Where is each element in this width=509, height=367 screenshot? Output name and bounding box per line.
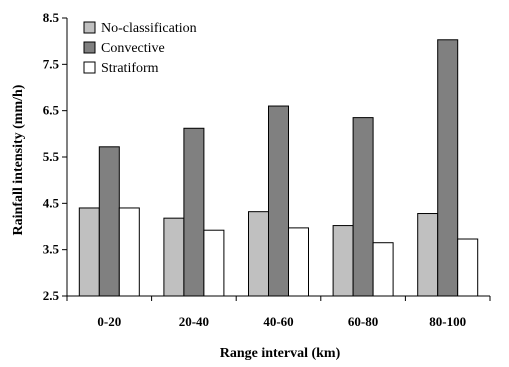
legend-swatch	[83, 61, 96, 74]
x-tick-label: 40-60	[263, 314, 293, 329]
bar-stratiform-20-40	[203, 229, 225, 297]
y-tick-label: 4.5	[43, 195, 60, 210]
y-tick-label: 7.5	[43, 56, 60, 71]
y-tick-label: 8.5	[43, 10, 60, 25]
legend-label: No-classification	[101, 21, 197, 36]
bar-no-classification-80-100	[417, 213, 439, 297]
bar-convective-20-40	[183, 127, 205, 297]
y-axis-title: Rainfall intensity (mm/h)	[11, 84, 26, 235]
bar-convective-40-60	[268, 105, 289, 297]
bars-layer	[78, 39, 479, 297]
axes-layer	[62, 17, 491, 301]
y-tick-label: 6.5	[43, 103, 60, 118]
bar-stratiform-80-100	[457, 238, 479, 297]
legend: No-classification Convective Stratiform	[83, 21, 197, 76]
y-tick-label: 5.5	[43, 149, 60, 164]
legend-label: Convective	[101, 41, 165, 56]
bar-no-classification-60-80	[332, 225, 354, 297]
x-axis-title: Range interval (km)	[220, 346, 341, 361]
bar-convective-60-80	[352, 117, 374, 297]
legend-swatch	[83, 41, 96, 54]
legend-swatch	[83, 21, 96, 34]
bar-convective-0-20	[98, 146, 120, 297]
y-tick-labels: 2.5 3.5 4.5 5.5 6.5 7.5 8.5	[43, 10, 60, 303]
bar-convective-80-100	[437, 39, 459, 297]
x-tick-label: 20-40	[179, 314, 209, 329]
bar-stratiform-0-20	[118, 207, 140, 297]
bar-stratiform-60-80	[372, 242, 394, 297]
y-tick-label: 3.5	[43, 242, 60, 257]
y-tick-label: 2.5	[43, 288, 60, 303]
bar-no-classification-40-60	[248, 211, 269, 297]
x-tick-label: 80-100	[429, 314, 466, 329]
x-tick-label: 0-20	[97, 314, 121, 329]
x-tick-labels: 0-20 20-40 40-60 60-80 80-100	[97, 314, 466, 329]
bar-stratiform-40-60	[288, 227, 309, 297]
x-tick-label: 60-80	[348, 314, 378, 329]
legend-label: Stratiform	[101, 61, 159, 76]
bar-no-classification-20-40	[163, 217, 185, 297]
bar-no-classification-0-20	[78, 207, 100, 297]
